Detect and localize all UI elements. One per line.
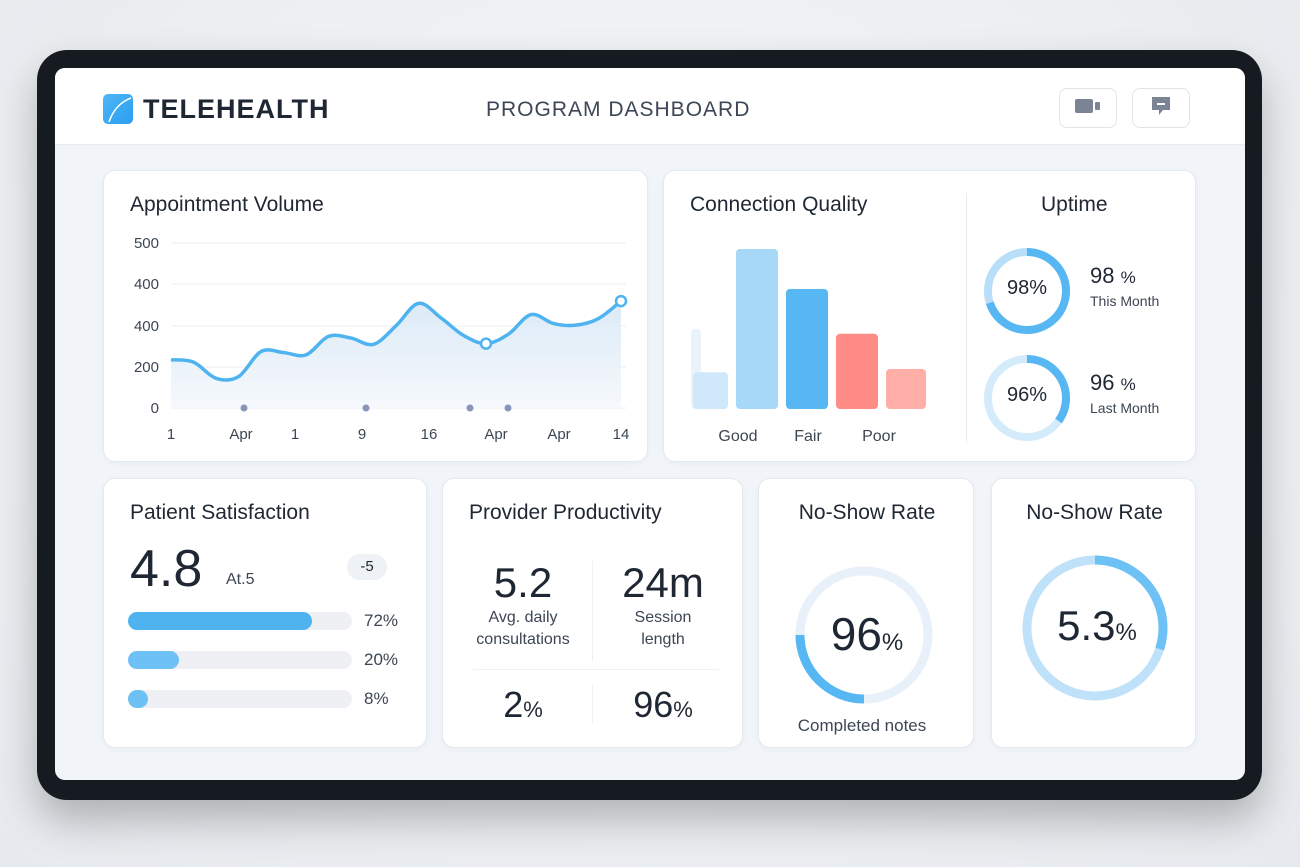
y-tick-label: 400: [134, 318, 159, 335]
no-show-rate-card-2: No-Show Rate 5.3%: [991, 478, 1196, 748]
dashboard-screen: TELEHEALTH PROGRAM DASHBOARD Appointment…: [55, 68, 1245, 780]
satisfaction-scale: At.5: [226, 571, 255, 588]
card-title: No-Show Rate: [798, 501, 936, 524]
brand-name: TELEHEALTH: [143, 94, 330, 124]
uptime-title: Uptime: [1041, 193, 1108, 216]
logo-icon: [103, 94, 133, 124]
rating-bar-track: [128, 612, 352, 630]
bar: [693, 372, 728, 409]
appointment-volume-card: Appointment Volume 500 400 400 200 0 1 Apr 1 9 16…: [103, 170, 648, 462]
page-title: PROGRAM DASHBOARD: [486, 98, 751, 121]
stat-bottom-right: 96%: [633, 684, 693, 725]
no-show-rate-card: No-Show Rate 96% Completed notes: [758, 478, 974, 748]
uptime-ring-this-month: 98%: [982, 246, 1072, 336]
bar: [836, 333, 878, 409]
event-marker: [240, 404, 248, 412]
provider-productivity-card: Provider Productivity 5.2 Avg. daily con…: [442, 478, 743, 748]
area-fill: [171, 301, 621, 408]
x-tick-label: Apr: [484, 426, 507, 443]
y-tick-label: 0: [151, 400, 159, 417]
no-show-arc: [1022, 555, 1168, 701]
divider: [966, 193, 967, 443]
bar: [886, 369, 926, 409]
no-show-ring: [795, 566, 933, 704]
card-title: Provider Productivity: [469, 501, 662, 524]
video-camera-icon: [1073, 96, 1103, 121]
x-tick-label: 9: [358, 426, 366, 443]
event-marker: [504, 404, 512, 412]
divider: [473, 669, 719, 670]
stat-bottom-left: 2%: [503, 684, 543, 725]
category-label: Good: [718, 428, 757, 445]
event-marker: [362, 404, 370, 412]
highlight-point: [614, 294, 628, 308]
stat-session-length: 24m Session length: [622, 559, 704, 648]
event-marker: [466, 404, 474, 412]
uptime-arc: [984, 355, 1070, 441]
series-line: [170, 299, 623, 382]
divider: [592, 684, 593, 724]
rating-bar-label: 72%: [364, 611, 399, 630]
rating-bar-label: 20%: [364, 650, 399, 669]
rating-bar-label: 8%: [364, 689, 389, 708]
bar: [736, 249, 778, 409]
rating-bar-fill: [128, 651, 180, 669]
chat-button[interactable]: [1132, 88, 1190, 128]
ring-label: 98%: [1006, 277, 1048, 299]
card-title: Appointment Volume: [130, 193, 324, 216]
no-show-caption: Completed notes: [797, 716, 927, 735]
category-label: Fair: [794, 428, 822, 445]
y-tick-label: 200: [134, 359, 159, 376]
rating-bar-fill: [128, 690, 149, 708]
header: TELEHEALTH PROGRAM DASHBOARD: [55, 68, 1245, 145]
x-tick-label: Apr: [547, 426, 570, 443]
x-tick-label: 1: [291, 426, 299, 443]
bar: [786, 289, 828, 409]
connection-quality-chart: Good Fair Poor: [691, 249, 926, 445]
stat-avg-daily: 5.2 Avg. daily consultations: [476, 559, 570, 648]
rating-bar-fill: [128, 612, 312, 630]
card-title: Patient Satisfaction: [130, 501, 310, 524]
card-title: Connection Quality: [690, 193, 868, 216]
ring-label: 96%: [1006, 384, 1048, 406]
connection-uptime-card: Connection Quality Good Fair Poor Uptime 9…: [663, 170, 1196, 462]
no-show-ring: [1022, 555, 1168, 701]
x-tick-label: 1: [167, 426, 175, 443]
video-button[interactable]: [1059, 88, 1117, 128]
satisfaction-score: 4.8: [130, 540, 203, 598]
no-show-arc: [795, 566, 933, 704]
rating-bar-track: [128, 651, 352, 669]
x-tick-label: Apr: [229, 426, 252, 443]
category-label: Poor: [862, 428, 896, 445]
uptime-this-month-label: This Month: [1090, 293, 1160, 309]
x-tick-label: 16: [421, 426, 438, 443]
rating-bar-track: [128, 690, 352, 708]
uptime-this-month-value: 98 %: [1090, 263, 1136, 288]
highlight-point: [479, 337, 493, 350]
chat-icon: [1149, 94, 1173, 123]
x-tick-label: 14: [613, 426, 630, 443]
uptime-last-month-value: 96 %: [1090, 370, 1136, 395]
patient-satisfaction-card: Patient Satisfaction 4.8 At.5 -5 72% 20% 8…: [103, 478, 427, 748]
y-tick-label: 400: [134, 276, 159, 293]
card-title: No-Show Rate: [1026, 501, 1163, 524]
no-show-value: 5.3%: [1057, 602, 1137, 649]
uptime-ring-last-month: 96%: [982, 353, 1072, 443]
uptime-arc: [984, 248, 1070, 334]
change-badge: -5: [347, 554, 387, 580]
uptime-last-month-label: Last Month: [1090, 400, 1160, 416]
y-tick-label: 500: [134, 235, 159, 252]
no-show-value: 96%: [830, 608, 904, 660]
divider: [592, 561, 593, 661]
